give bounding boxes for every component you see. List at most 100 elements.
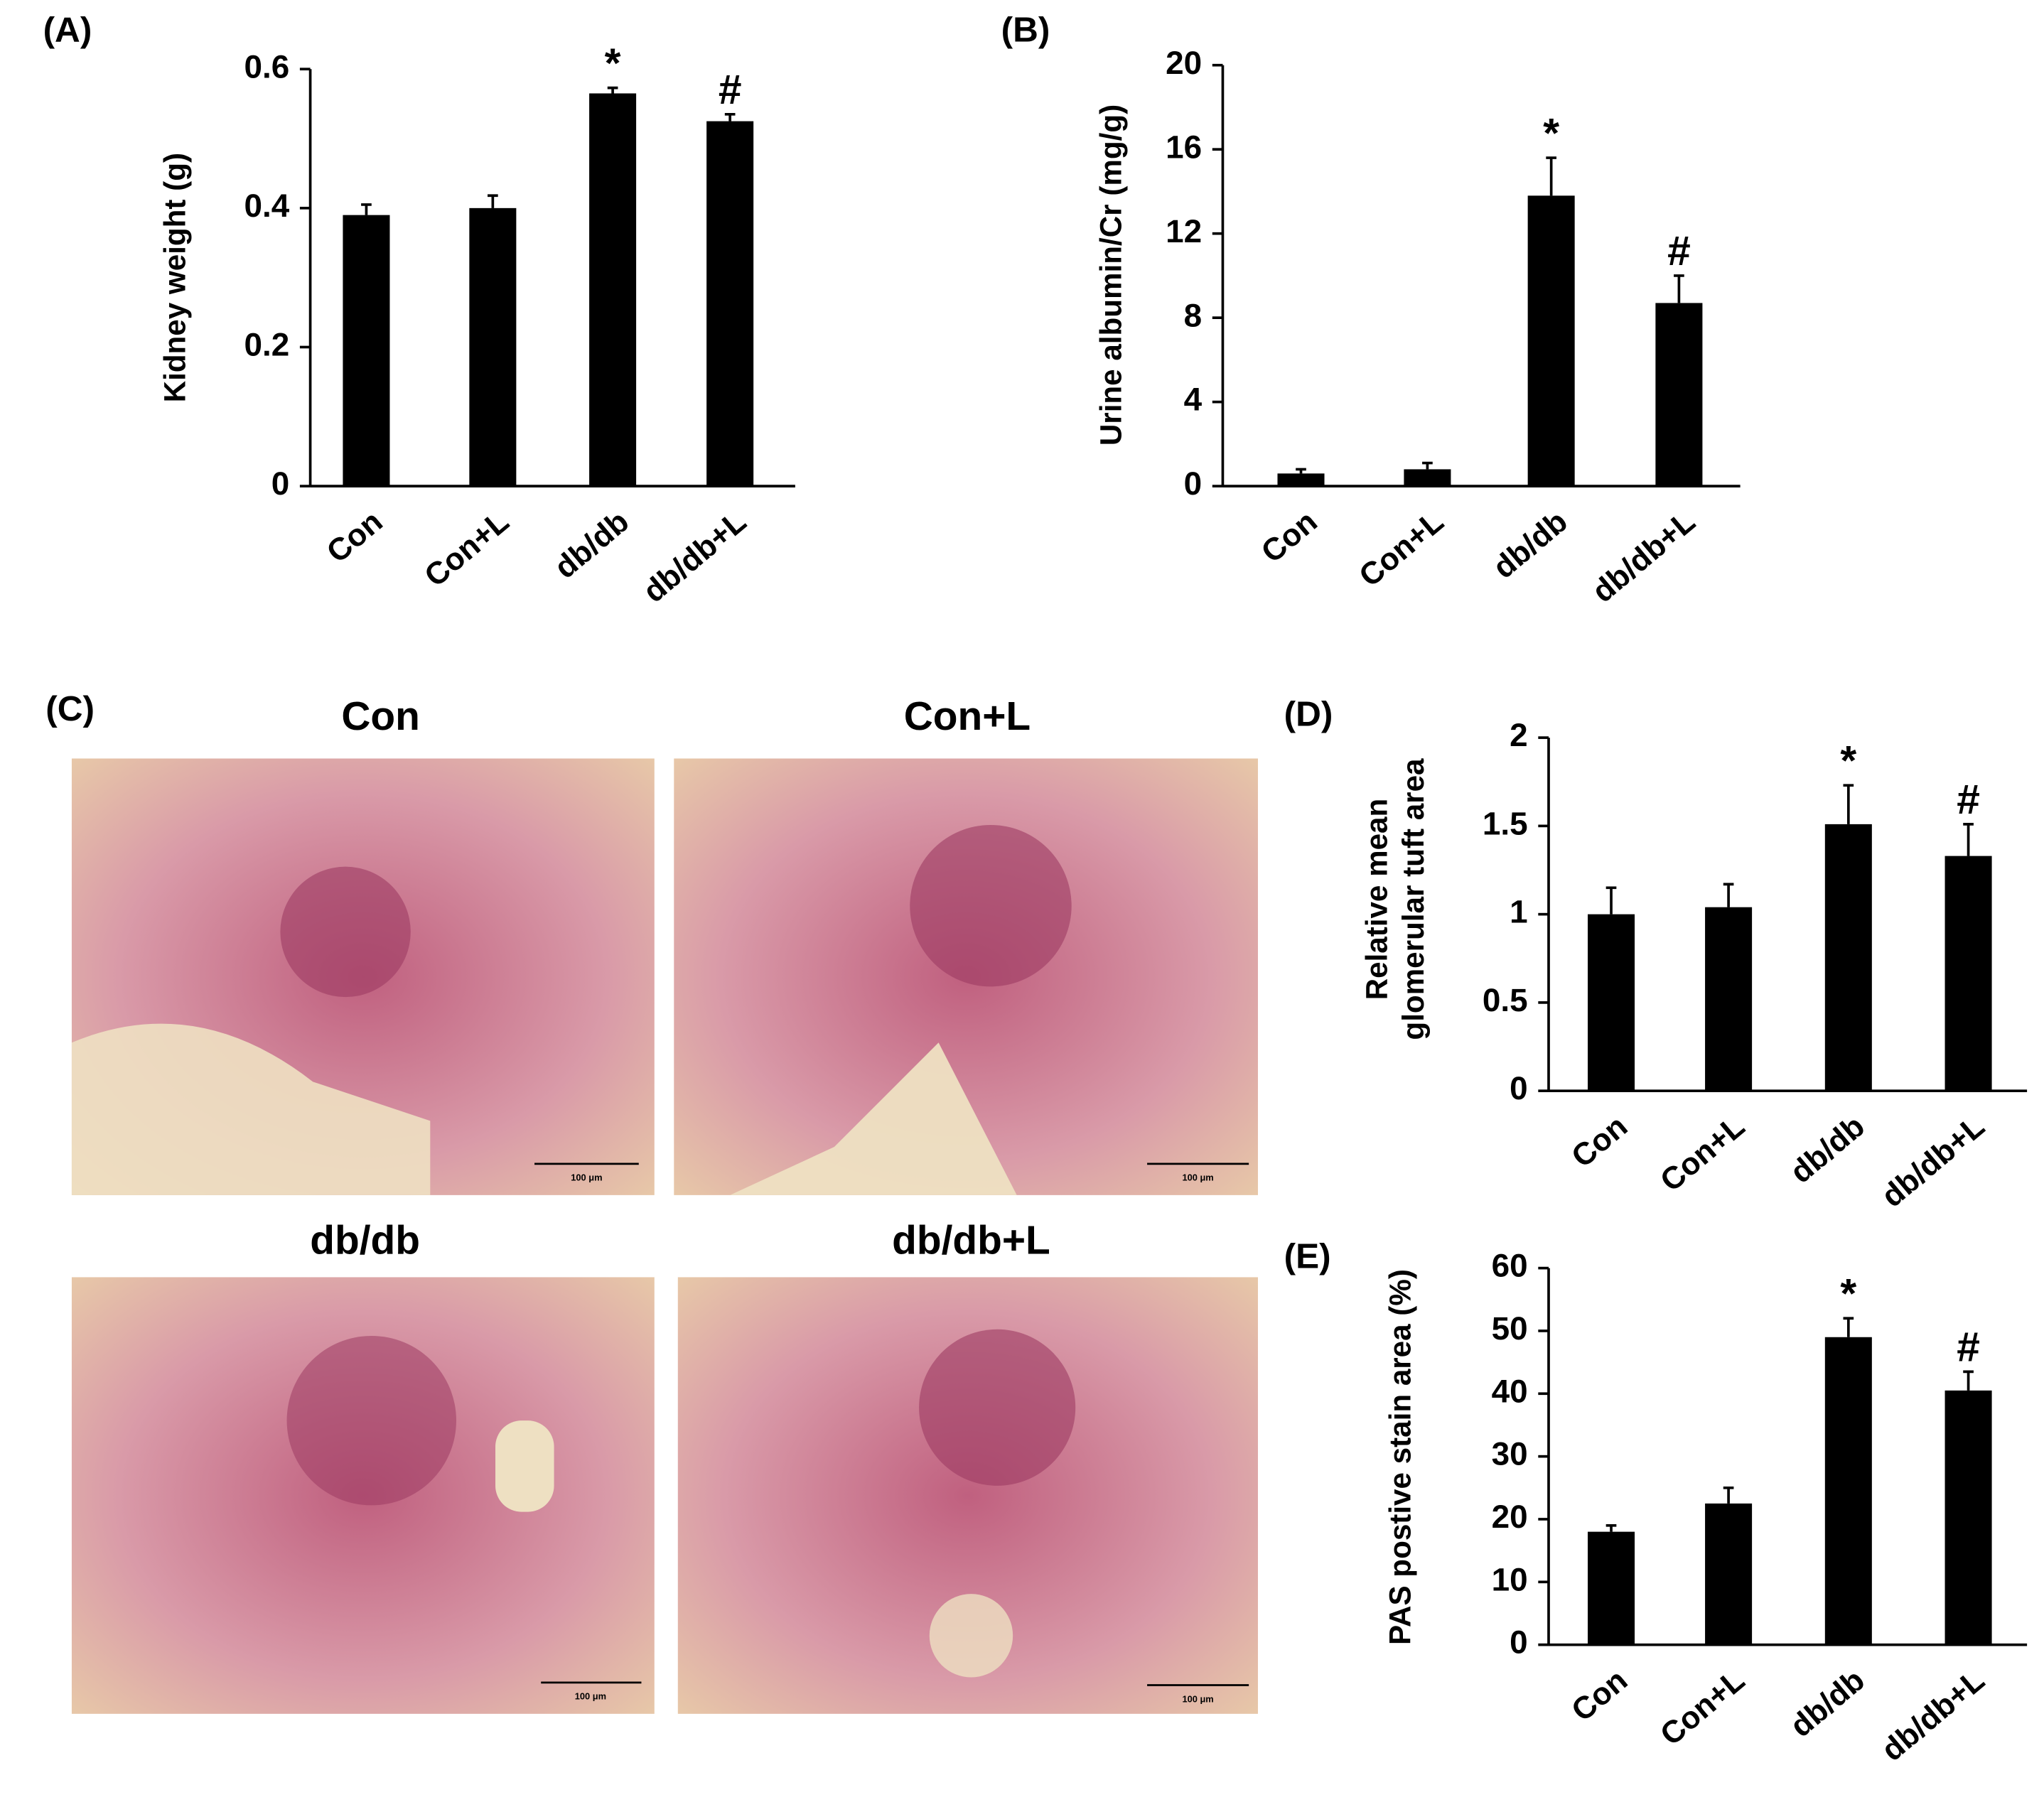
y-tick-label: 0 xyxy=(1510,1624,1528,1661)
error-bar xyxy=(1963,823,1974,856)
y-tick-label: 0.5 xyxy=(1483,981,1528,1018)
error-bar xyxy=(361,203,372,215)
error-bar xyxy=(1296,468,1306,474)
micrograph-title: Con xyxy=(341,694,419,739)
y-tick-label: 20 xyxy=(1492,1498,1528,1535)
bar xyxy=(1705,907,1753,1091)
error-bar xyxy=(607,86,618,94)
x-tick-label: Con xyxy=(1565,1109,1634,1175)
bar xyxy=(1824,1337,1872,1645)
y-tick-label: 0.6 xyxy=(244,48,289,85)
y-axis-label: glomerular tuft area xyxy=(1397,758,1430,1040)
y-tick-label: 8 xyxy=(1184,296,1202,333)
error-bar xyxy=(1674,274,1684,303)
x-tick-label: db/db xyxy=(1784,1663,1871,1744)
x-tick-label: db/db xyxy=(1487,504,1574,586)
error-bar xyxy=(1843,784,1854,824)
x-tick-label: Con xyxy=(1565,1663,1634,1729)
significance-mark: # xyxy=(1957,1325,1980,1371)
bar xyxy=(1705,1503,1753,1645)
significance-mark: * xyxy=(1840,738,1856,784)
bar xyxy=(1277,473,1325,487)
error-bar xyxy=(724,112,736,122)
y-axis-label: Relative mean xyxy=(1360,799,1394,1000)
bar xyxy=(1588,1531,1635,1645)
y-tick-label: 2 xyxy=(1510,716,1528,753)
x-tick-label: db/db+L xyxy=(637,504,753,609)
scale-bar-label: 100 μm xyxy=(575,1691,606,1702)
error-bar xyxy=(1422,461,1433,470)
x-tick-label: db/db+L xyxy=(1875,1663,1991,1768)
bar xyxy=(343,215,390,487)
y-tick-label: 30 xyxy=(1492,1435,1528,1472)
y-tick-label: 20 xyxy=(1166,44,1202,81)
micrograph-title: db/db xyxy=(310,1218,420,1263)
bar xyxy=(469,207,517,487)
bar xyxy=(1945,1390,1992,1645)
y-axis-label: Urine albumin/Cr (mg/g) xyxy=(1094,104,1127,446)
panel-label: (A) xyxy=(43,11,92,50)
x-tick-label: db/db+L xyxy=(1875,1109,1991,1214)
error-bar xyxy=(1723,1486,1734,1504)
significance-mark: # xyxy=(719,67,742,113)
bar xyxy=(1824,824,1872,1091)
micrograph: 100 μm xyxy=(674,758,1258,1195)
panel-label: (C) xyxy=(45,689,95,728)
error-bar xyxy=(1723,883,1734,907)
significance-mark: * xyxy=(605,41,621,87)
bar xyxy=(1655,303,1703,487)
x-tick-label: Con+L xyxy=(1654,1663,1751,1752)
error-bar xyxy=(1605,886,1617,915)
significance-mark: * xyxy=(1543,110,1559,156)
panel-label: (D) xyxy=(1284,695,1333,734)
x-tick-label: db/db xyxy=(548,504,635,585)
y-tick-label: 50 xyxy=(1492,1310,1528,1347)
y-tick-label: 0 xyxy=(271,465,290,502)
bar xyxy=(1588,914,1635,1091)
micrograph: 100 μm xyxy=(71,1277,655,1714)
y-axis-label: Kidney weight (g) xyxy=(158,153,191,402)
y-tick-label: 0.2 xyxy=(244,326,289,363)
bar xyxy=(1945,856,1992,1091)
panel-label: (B) xyxy=(1001,11,1050,50)
y-tick-label: 10 xyxy=(1492,1560,1528,1597)
scale-bar-label: 100 μm xyxy=(1182,1172,1213,1183)
significance-mark: # xyxy=(1957,777,1980,823)
micrograph-title: db/db+L xyxy=(892,1218,1050,1263)
error-bar xyxy=(1963,1370,1974,1391)
panel-label: (E) xyxy=(1284,1237,1331,1276)
x-tick-label: db/db+L xyxy=(1586,504,1701,609)
x-tick-label: Con xyxy=(1255,504,1324,570)
y-tick-label: 40 xyxy=(1492,1372,1528,1409)
bar xyxy=(1527,195,1575,487)
y-tick-label: 0 xyxy=(1184,465,1202,502)
y-tick-label: 4 xyxy=(1184,381,1203,418)
y-tick-label: 12 xyxy=(1166,212,1202,249)
micrograph-title: Con+L xyxy=(904,694,1031,739)
micrograph: 100 μm xyxy=(677,1277,1258,1714)
x-tick-label: Con+L xyxy=(418,504,515,593)
bar xyxy=(1404,469,1451,487)
y-tick-label: 16 xyxy=(1166,128,1202,165)
y-tick-label: 1.5 xyxy=(1483,804,1528,841)
y-tick-label: 60 xyxy=(1492,1247,1528,1284)
y-axis-label: PAS postive stain area (%) xyxy=(1384,1269,1417,1645)
x-tick-label: Con xyxy=(321,504,389,570)
y-tick-label: 0.4 xyxy=(244,187,289,224)
error-bar xyxy=(1843,1317,1854,1337)
bar xyxy=(706,121,754,487)
error-bar xyxy=(1546,156,1556,196)
scale-bar-label: 100 μm xyxy=(571,1172,602,1183)
x-tick-label: db/db xyxy=(1784,1109,1871,1190)
bar xyxy=(589,93,637,487)
significance-mark: * xyxy=(1840,1271,1856,1317)
error-bar xyxy=(1605,1523,1617,1532)
micrograph: 100 μm xyxy=(71,758,655,1195)
significance-mark: # xyxy=(1667,228,1691,274)
scale-bar-label: 100 μm xyxy=(1182,1693,1213,1704)
x-tick-label: Con+L xyxy=(1352,504,1450,593)
error-bar xyxy=(488,194,498,208)
y-tick-label: 1 xyxy=(1510,893,1528,930)
x-tick-label: Con+L xyxy=(1654,1109,1751,1198)
